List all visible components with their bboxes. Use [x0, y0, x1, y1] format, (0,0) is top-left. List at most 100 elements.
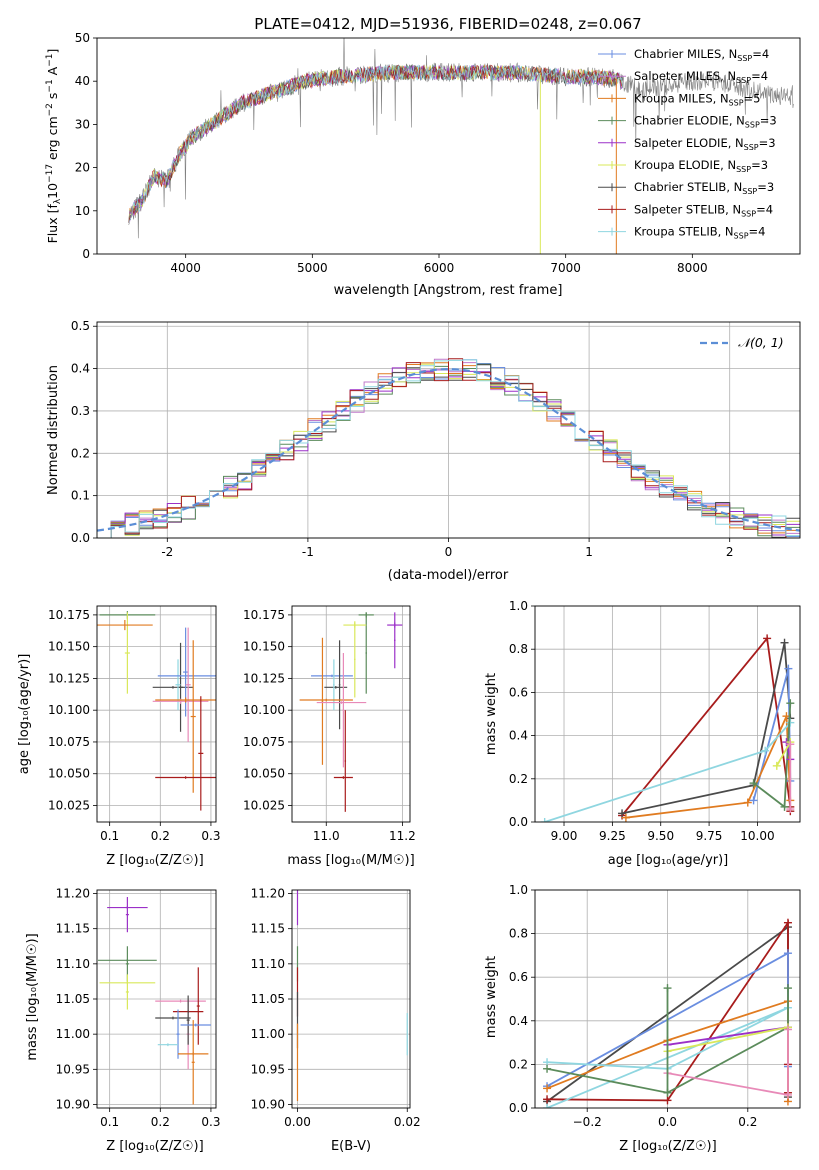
x-tick-label: 6000 — [424, 261, 455, 275]
y-tick-label: 11.15 — [56, 922, 90, 936]
mass-vs-z-ylabel: mass [log₁₀(M/M☉)] — [25, 933, 40, 1060]
model-spectrum — [128, 64, 624, 223]
y-tick-label: 10.025 — [48, 798, 90, 812]
x-tick-label: 4000 — [170, 261, 201, 275]
y-tick-label: 30 — [75, 117, 90, 131]
model-spectrum — [128, 64, 624, 223]
legend-label-main: Salpeter STELIB, N — [634, 202, 741, 216]
legend-label-sub: SSP — [741, 209, 756, 218]
y-tick-label: 0.3 — [71, 404, 90, 418]
x-tick-label: 0.00 — [284, 1115, 311, 1129]
mass-weight-line — [667, 1026, 789, 1046]
legend-label-main: Salpeter ELODIE, N — [634, 136, 744, 150]
residuals-panel: Normed distribution (data-model)/error -… — [46, 319, 801, 583]
y-tick-label: 10.90 — [251, 1097, 285, 1111]
model-spectrum — [128, 64, 623, 223]
model-spectrum — [128, 64, 624, 223]
x-tick-label: 1 — [585, 545, 593, 559]
legend-label: Salpeter STELIB, NSSP=4 — [634, 202, 773, 218]
y-tick-label: 0.2 — [509, 772, 528, 786]
model-spectrum — [128, 64, 623, 223]
legend-label-sub: SSP — [736, 76, 751, 85]
age-vs-z-xlabel: Z [log₁₀(Z/Z☉)] — [106, 853, 203, 868]
model-spectrum — [128, 64, 623, 223]
legend-label-main: Chabrier STELIB, N — [634, 180, 742, 194]
grid-lines — [292, 890, 410, 1108]
y-tick-label: 11.20 — [251, 887, 285, 901]
normal-curve — [97, 367, 800, 532]
y-tick-label: 0.4 — [509, 729, 528, 743]
x-tick-label: -1 — [302, 545, 314, 559]
x-tick-label: 0.3 — [201, 829, 220, 843]
y-tick-label: 10.175 — [243, 608, 285, 622]
x-tick-label: 7000 — [550, 261, 581, 275]
legend-label-main: Salpeter MILES, N — [634, 69, 736, 83]
grid-lines — [292, 606, 410, 822]
axes: 0.00 0.02 10.90 10.95 11.00 11.05 11.10 11.15 11… — [251, 887, 421, 1129]
mass-vs-z-panel: mass [log₁₀(M/M☉)] Z [log₁₀(Z/Z☉)] 0.1 0.… — [25, 887, 220, 1154]
y-tick-label: 11.10 — [251, 957, 285, 971]
x-tick-label: 0.2 — [151, 829, 170, 843]
axes-frame — [96, 37, 801, 255]
residuals-ylabel: Normed distribution — [46, 365, 61, 495]
mass-vs-ebv-panel: E(B-V) 0.00 0.02 10.90 10.95 11.00 11.05 11.10… — [251, 887, 421, 1154]
age-vs-z-panel: age [log₁₀(age/yr)] Z [log₁₀(Z/Z☉)] 0.1 0… — [17, 605, 220, 868]
x-tick-label: 10.00 — [740, 829, 774, 843]
y-tick-label: 0.4 — [509, 1014, 528, 1028]
axes-frame — [96, 321, 801, 539]
legend-label-main: Chabrier MILES, N — [634, 47, 737, 61]
y-tick-label: 11.05 — [251, 992, 285, 1006]
y-tick-label: 0.1 — [71, 489, 90, 503]
x-tick-label: 0.2 — [738, 1115, 757, 1129]
legend-label-sub: SSP — [736, 165, 751, 174]
axes-frame — [291, 889, 411, 1109]
y-tick-label: 0.2 — [71, 446, 90, 460]
model-spectrum — [128, 63, 624, 223]
legend-label-suffix: =4 — [752, 47, 769, 61]
x-tick-label: 9.25 — [599, 829, 626, 843]
plot-area — [543, 918, 792, 1108]
y-tick-label: 11.00 — [56, 1027, 90, 1041]
y-tick-label: 11.20 — [56, 887, 90, 901]
y-tick-label: 0.8 — [509, 642, 528, 656]
legend-label-sub: SSP — [744, 143, 759, 152]
y-tick-label: 50 — [75, 31, 90, 45]
mass-vs-ebv-xlabel: E(B-V) — [331, 1139, 371, 1154]
x-tick-label: 0.2 — [151, 1115, 170, 1129]
legend-label-sub: SSP — [729, 98, 744, 107]
y-tick-label: 11.10 — [56, 957, 90, 971]
legend-label: Kroupa STELIB, NSSP=4 — [634, 225, 765, 241]
legend-label-sub: SSP — [745, 121, 760, 130]
legend-label-suffix: =4 — [751, 69, 768, 83]
y-tick-label: 1.0 — [509, 883, 528, 897]
residual-histogram — [97, 359, 800, 538]
x-tick-label: -2 — [161, 545, 173, 559]
y-tick-label: 10.025 — [243, 798, 285, 812]
legend-label-suffix: =3 — [759, 136, 776, 150]
mass-weight-line — [625, 715, 792, 819]
mass-weight-vs-age-ylabel: mass weight — [484, 673, 499, 755]
age-vs-mass-xlabel: mass [log₁₀(M/M☉)] — [287, 853, 414, 868]
legend-label: Chabrier STELIB, NSSP=3 — [634, 180, 774, 196]
plot-area — [299, 612, 403, 812]
x-tick-label: 0.02 — [394, 1115, 421, 1129]
legend-label-suffix: =3 — [760, 114, 777, 128]
y-tick-label: 10.150 — [243, 640, 285, 654]
legend-label: Kroupa MILES, NSSP=5 — [634, 91, 760, 107]
legend-label-sub: SSP — [742, 187, 757, 196]
legend-label-suffix: =5 — [744, 91, 761, 105]
legend-label-suffix: =4 — [749, 225, 766, 239]
legend-label-suffix: =3 — [751, 158, 768, 172]
spectrum-xlabel: wavelength [Angstrom, rest frame] — [334, 283, 563, 298]
plot-area — [97, 358, 800, 538]
x-tick-label: 0.3 — [201, 1115, 220, 1129]
legend-label: 𝒩(0, 1) — [738, 335, 784, 350]
mass-vs-z-xlabel: Z [log₁₀(Z/Z☉)] — [106, 1139, 203, 1154]
plot-area — [540, 634, 795, 822]
y-tick-label: 0.6 — [509, 685, 528, 699]
plot-area — [128, 38, 794, 254]
x-tick-label: 8000 — [677, 261, 708, 275]
y-tick-label: 10.95 — [251, 1062, 285, 1076]
spectrum-panel: Flux [fλ10−17 erg cm−2 s−1 A−1] waveleng… — [45, 31, 801, 298]
axes: 0.1 0.2 0.3 10.90 10.95 11.00 11.05 11.10 11.15 1… — [56, 887, 221, 1129]
